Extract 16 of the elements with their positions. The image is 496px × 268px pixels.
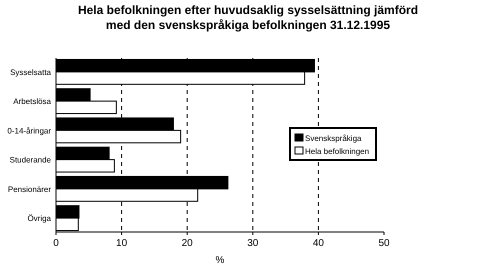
legend-label: Svenskspråkiga: [305, 134, 362, 143]
y-tick-label: 0-14-åringar: [7, 126, 52, 136]
x-tick-label: 0: [53, 238, 60, 249]
y-tick-label: Övriga: [27, 214, 52, 224]
x-tick-label: 50: [378, 238, 390, 249]
x-tick-label: 20: [182, 238, 194, 249]
y-tick-label: Arbetslösa: [13, 97, 52, 106]
y-tick-label: Pensionärer: [8, 184, 52, 194]
legend-label: Hela befolkningen: [305, 147, 370, 156]
y-tick-label: Sysselsatta: [10, 68, 52, 77]
x-axis-title: %: [216, 255, 225, 266]
x-tick-label: 30: [247, 238, 259, 249]
x-tick-label: 40: [312, 238, 324, 249]
y-tick-label: Studerande: [10, 156, 52, 165]
x-tick-label: 10: [116, 238, 128, 249]
chart-title: Hela befolkningen efter huvudsaklig sysselsättning jämförd med den svenskspråkiga befolkningen 31.12.1995: [78, 3, 418, 32]
